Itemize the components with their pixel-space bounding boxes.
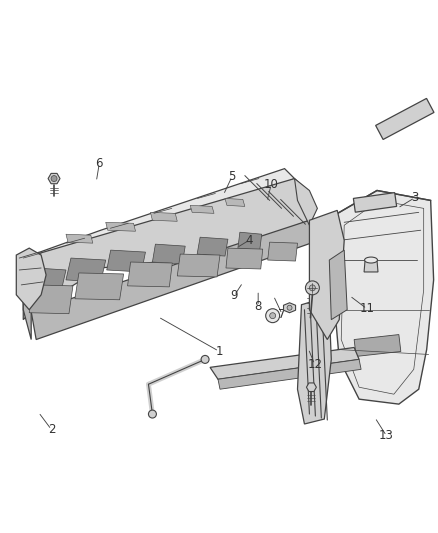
Polygon shape xyxy=(75,273,124,300)
Text: 9: 9 xyxy=(230,289,238,302)
Circle shape xyxy=(148,410,156,418)
Circle shape xyxy=(309,285,315,291)
Polygon shape xyxy=(297,298,331,424)
Polygon shape xyxy=(23,258,31,340)
Circle shape xyxy=(287,305,292,310)
Polygon shape xyxy=(150,212,177,221)
Polygon shape xyxy=(210,348,359,379)
Polygon shape xyxy=(376,99,434,140)
Polygon shape xyxy=(329,250,347,320)
Text: 1: 1 xyxy=(215,345,223,358)
Text: 6: 6 xyxy=(95,157,103,169)
Polygon shape xyxy=(66,258,106,282)
Circle shape xyxy=(266,309,279,322)
Polygon shape xyxy=(226,248,263,269)
Polygon shape xyxy=(294,179,318,225)
Polygon shape xyxy=(106,222,135,231)
Polygon shape xyxy=(107,250,145,272)
Polygon shape xyxy=(16,248,46,310)
Polygon shape xyxy=(197,237,228,256)
Text: 3: 3 xyxy=(411,191,419,204)
Polygon shape xyxy=(31,220,319,340)
Polygon shape xyxy=(225,198,245,206)
Polygon shape xyxy=(354,335,401,357)
Circle shape xyxy=(305,281,319,295)
Polygon shape xyxy=(48,173,60,184)
Text: 7: 7 xyxy=(279,308,286,321)
Ellipse shape xyxy=(364,257,378,263)
Text: 11: 11 xyxy=(360,302,374,316)
Polygon shape xyxy=(190,205,214,213)
Text: 12: 12 xyxy=(307,358,322,371)
Polygon shape xyxy=(218,359,361,389)
Circle shape xyxy=(201,356,209,364)
Polygon shape xyxy=(283,303,296,313)
Polygon shape xyxy=(307,383,316,392)
Text: 2: 2 xyxy=(48,423,55,436)
Polygon shape xyxy=(29,285,73,314)
Polygon shape xyxy=(152,244,185,264)
Text: 4: 4 xyxy=(246,233,253,247)
Polygon shape xyxy=(23,168,294,258)
Circle shape xyxy=(51,175,57,182)
Polygon shape xyxy=(309,211,344,340)
Polygon shape xyxy=(364,260,378,272)
Polygon shape xyxy=(177,254,220,277)
Polygon shape xyxy=(31,268,66,292)
Text: 10: 10 xyxy=(264,178,279,191)
Polygon shape xyxy=(127,262,172,287)
Polygon shape xyxy=(23,179,309,320)
Polygon shape xyxy=(353,192,397,212)
Text: 13: 13 xyxy=(379,430,394,442)
Text: 5: 5 xyxy=(228,170,236,183)
Polygon shape xyxy=(238,232,262,250)
Circle shape xyxy=(270,313,276,319)
Polygon shape xyxy=(66,234,93,243)
Polygon shape xyxy=(268,242,297,261)
Polygon shape xyxy=(332,190,434,404)
Text: 8: 8 xyxy=(254,300,262,313)
